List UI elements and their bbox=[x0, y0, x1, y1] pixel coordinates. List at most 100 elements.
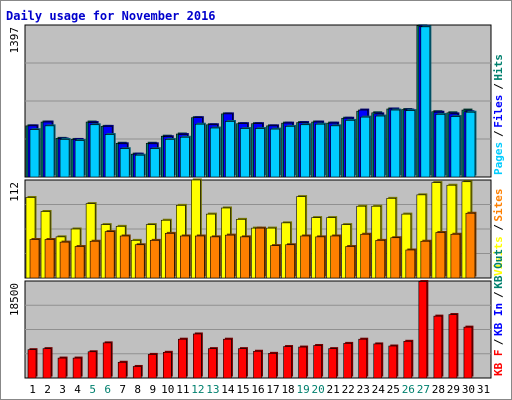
bar-kbf-24 bbox=[373, 343, 383, 379]
day-label-25: 25 bbox=[387, 383, 400, 396]
bar-sites-22 bbox=[345, 246, 355, 279]
bar-sites-5 bbox=[89, 240, 100, 279]
bar-kbf-7 bbox=[117, 361, 127, 379]
bar-kbf-8 bbox=[132, 366, 142, 379]
bar-kbf-14 bbox=[223, 338, 232, 379]
bar-pages-15 bbox=[240, 128, 250, 178]
bar-kbf-20 bbox=[313, 345, 322, 379]
day-label-11: 11 bbox=[176, 383, 189, 396]
bar-kbf-10 bbox=[162, 352, 172, 379]
day-label-22: 22 bbox=[342, 383, 355, 396]
bar-kbf-2 bbox=[42, 348, 52, 379]
day-label-17: 17 bbox=[266, 383, 279, 396]
bar-sites-20 bbox=[315, 236, 325, 279]
bar-kbf-23 bbox=[358, 338, 368, 379]
bar-sites-26 bbox=[405, 249, 416, 279]
bar-kbf-4 bbox=[72, 357, 82, 379]
day-label-9: 9 bbox=[149, 383, 156, 396]
ymax-label-hits: 1397 bbox=[8, 27, 21, 54]
bar-sites-14 bbox=[225, 234, 235, 279]
bar-sites-13 bbox=[210, 236, 220, 279]
bar-pages-30 bbox=[465, 111, 476, 178]
bar-pages-11 bbox=[180, 136, 190, 178]
bar-sites-2 bbox=[44, 239, 55, 279]
bar-sites-7 bbox=[119, 235, 130, 279]
bar-pages-3 bbox=[59, 139, 70, 178]
bar-sites-16 bbox=[255, 227, 265, 279]
bar-kbf-26 bbox=[403, 340, 413, 379]
bar-kbf-25 bbox=[388, 345, 398, 379]
bar-sites-3 bbox=[59, 241, 70, 279]
bar-pages-10 bbox=[164, 139, 175, 178]
bar-kbf-28 bbox=[433, 315, 443, 379]
day-label-2: 2 bbox=[44, 383, 51, 396]
bar-pages-5 bbox=[89, 124, 100, 178]
day-label-10: 10 bbox=[161, 383, 174, 396]
day-label-24: 24 bbox=[372, 383, 386, 396]
ymax-label-kbytes: 18500 bbox=[8, 283, 21, 316]
day-label-31: 31 bbox=[477, 383, 490, 396]
bar-sites-8 bbox=[134, 244, 145, 279]
bar-sites-9 bbox=[149, 240, 160, 279]
bar-kbf-29 bbox=[448, 314, 458, 379]
day-label-7: 7 bbox=[119, 383, 126, 396]
legend-kb-in: KB In bbox=[492, 303, 505, 336]
bar-pages-9 bbox=[149, 148, 160, 178]
bar-kbf-18 bbox=[283, 346, 292, 379]
bar-sites-17 bbox=[270, 245, 280, 279]
bar-pages-24 bbox=[375, 115, 386, 178]
bar-kbf-13 bbox=[208, 348, 217, 379]
legend-separator-hits: / bbox=[492, 83, 505, 90]
bar-pages-18 bbox=[285, 126, 295, 178]
bar-kbf-27 bbox=[418, 281, 428, 379]
bar-sites-19 bbox=[300, 235, 310, 279]
bar-pages-1 bbox=[29, 129, 40, 178]
day-label-1: 1 bbox=[29, 383, 36, 396]
bar-pages-21 bbox=[330, 125, 340, 178]
bar-sites-25 bbox=[390, 237, 401, 279]
chart-title: Daily usage for November 2016 bbox=[6, 9, 216, 23]
day-label-19: 19 bbox=[296, 383, 309, 396]
bar-pages-20 bbox=[315, 123, 325, 178]
bar-pages-2 bbox=[44, 125, 55, 178]
bar-sites-10 bbox=[164, 233, 175, 279]
bar-pages-19 bbox=[300, 124, 310, 178]
day-label-23: 23 bbox=[357, 383, 370, 396]
bar-sites-18 bbox=[285, 244, 295, 279]
ymax-label-visits: 112 bbox=[8, 182, 21, 202]
bar-sites-29 bbox=[450, 233, 461, 279]
legend-separator-kbytes: / bbox=[492, 291, 505, 298]
bar-pages-17 bbox=[270, 128, 280, 178]
bar-sites-27 bbox=[420, 240, 431, 279]
day-label-3: 3 bbox=[59, 383, 66, 396]
bar-kbf-1 bbox=[27, 349, 37, 379]
bar-kbf-15 bbox=[238, 348, 247, 379]
day-label-16: 16 bbox=[251, 383, 264, 396]
legend-kb-f: KB F bbox=[492, 350, 505, 377]
bar-sites-15 bbox=[240, 236, 250, 279]
bar-kbf-16 bbox=[253, 350, 262, 379]
day-label-28: 28 bbox=[432, 383, 445, 396]
bar-pages-7 bbox=[119, 148, 130, 178]
day-label-4: 4 bbox=[74, 383, 81, 396]
bar-kbf-19 bbox=[298, 346, 307, 379]
legend-separator-hits: / bbox=[492, 130, 505, 137]
day-label-5: 5 bbox=[89, 383, 96, 396]
bar-sites-24 bbox=[375, 240, 386, 279]
bar-sites-11 bbox=[180, 235, 190, 279]
day-label-21: 21 bbox=[327, 383, 340, 396]
bar-kbf-6 bbox=[102, 342, 112, 379]
bar-kbf-21 bbox=[328, 348, 337, 379]
bar-pages-28 bbox=[435, 114, 446, 178]
bar-kbf-9 bbox=[147, 354, 157, 379]
bar-sites-6 bbox=[104, 231, 115, 279]
bar-kbf-17 bbox=[268, 353, 277, 379]
legend-kb-out: KB Out bbox=[492, 249, 505, 289]
bar-sites-30 bbox=[465, 212, 476, 279]
bar-pages-16 bbox=[255, 128, 265, 178]
bar-pages-29 bbox=[450, 116, 461, 178]
legend-hits: Hits bbox=[492, 54, 505, 81]
bar-pages-23 bbox=[360, 116, 371, 178]
